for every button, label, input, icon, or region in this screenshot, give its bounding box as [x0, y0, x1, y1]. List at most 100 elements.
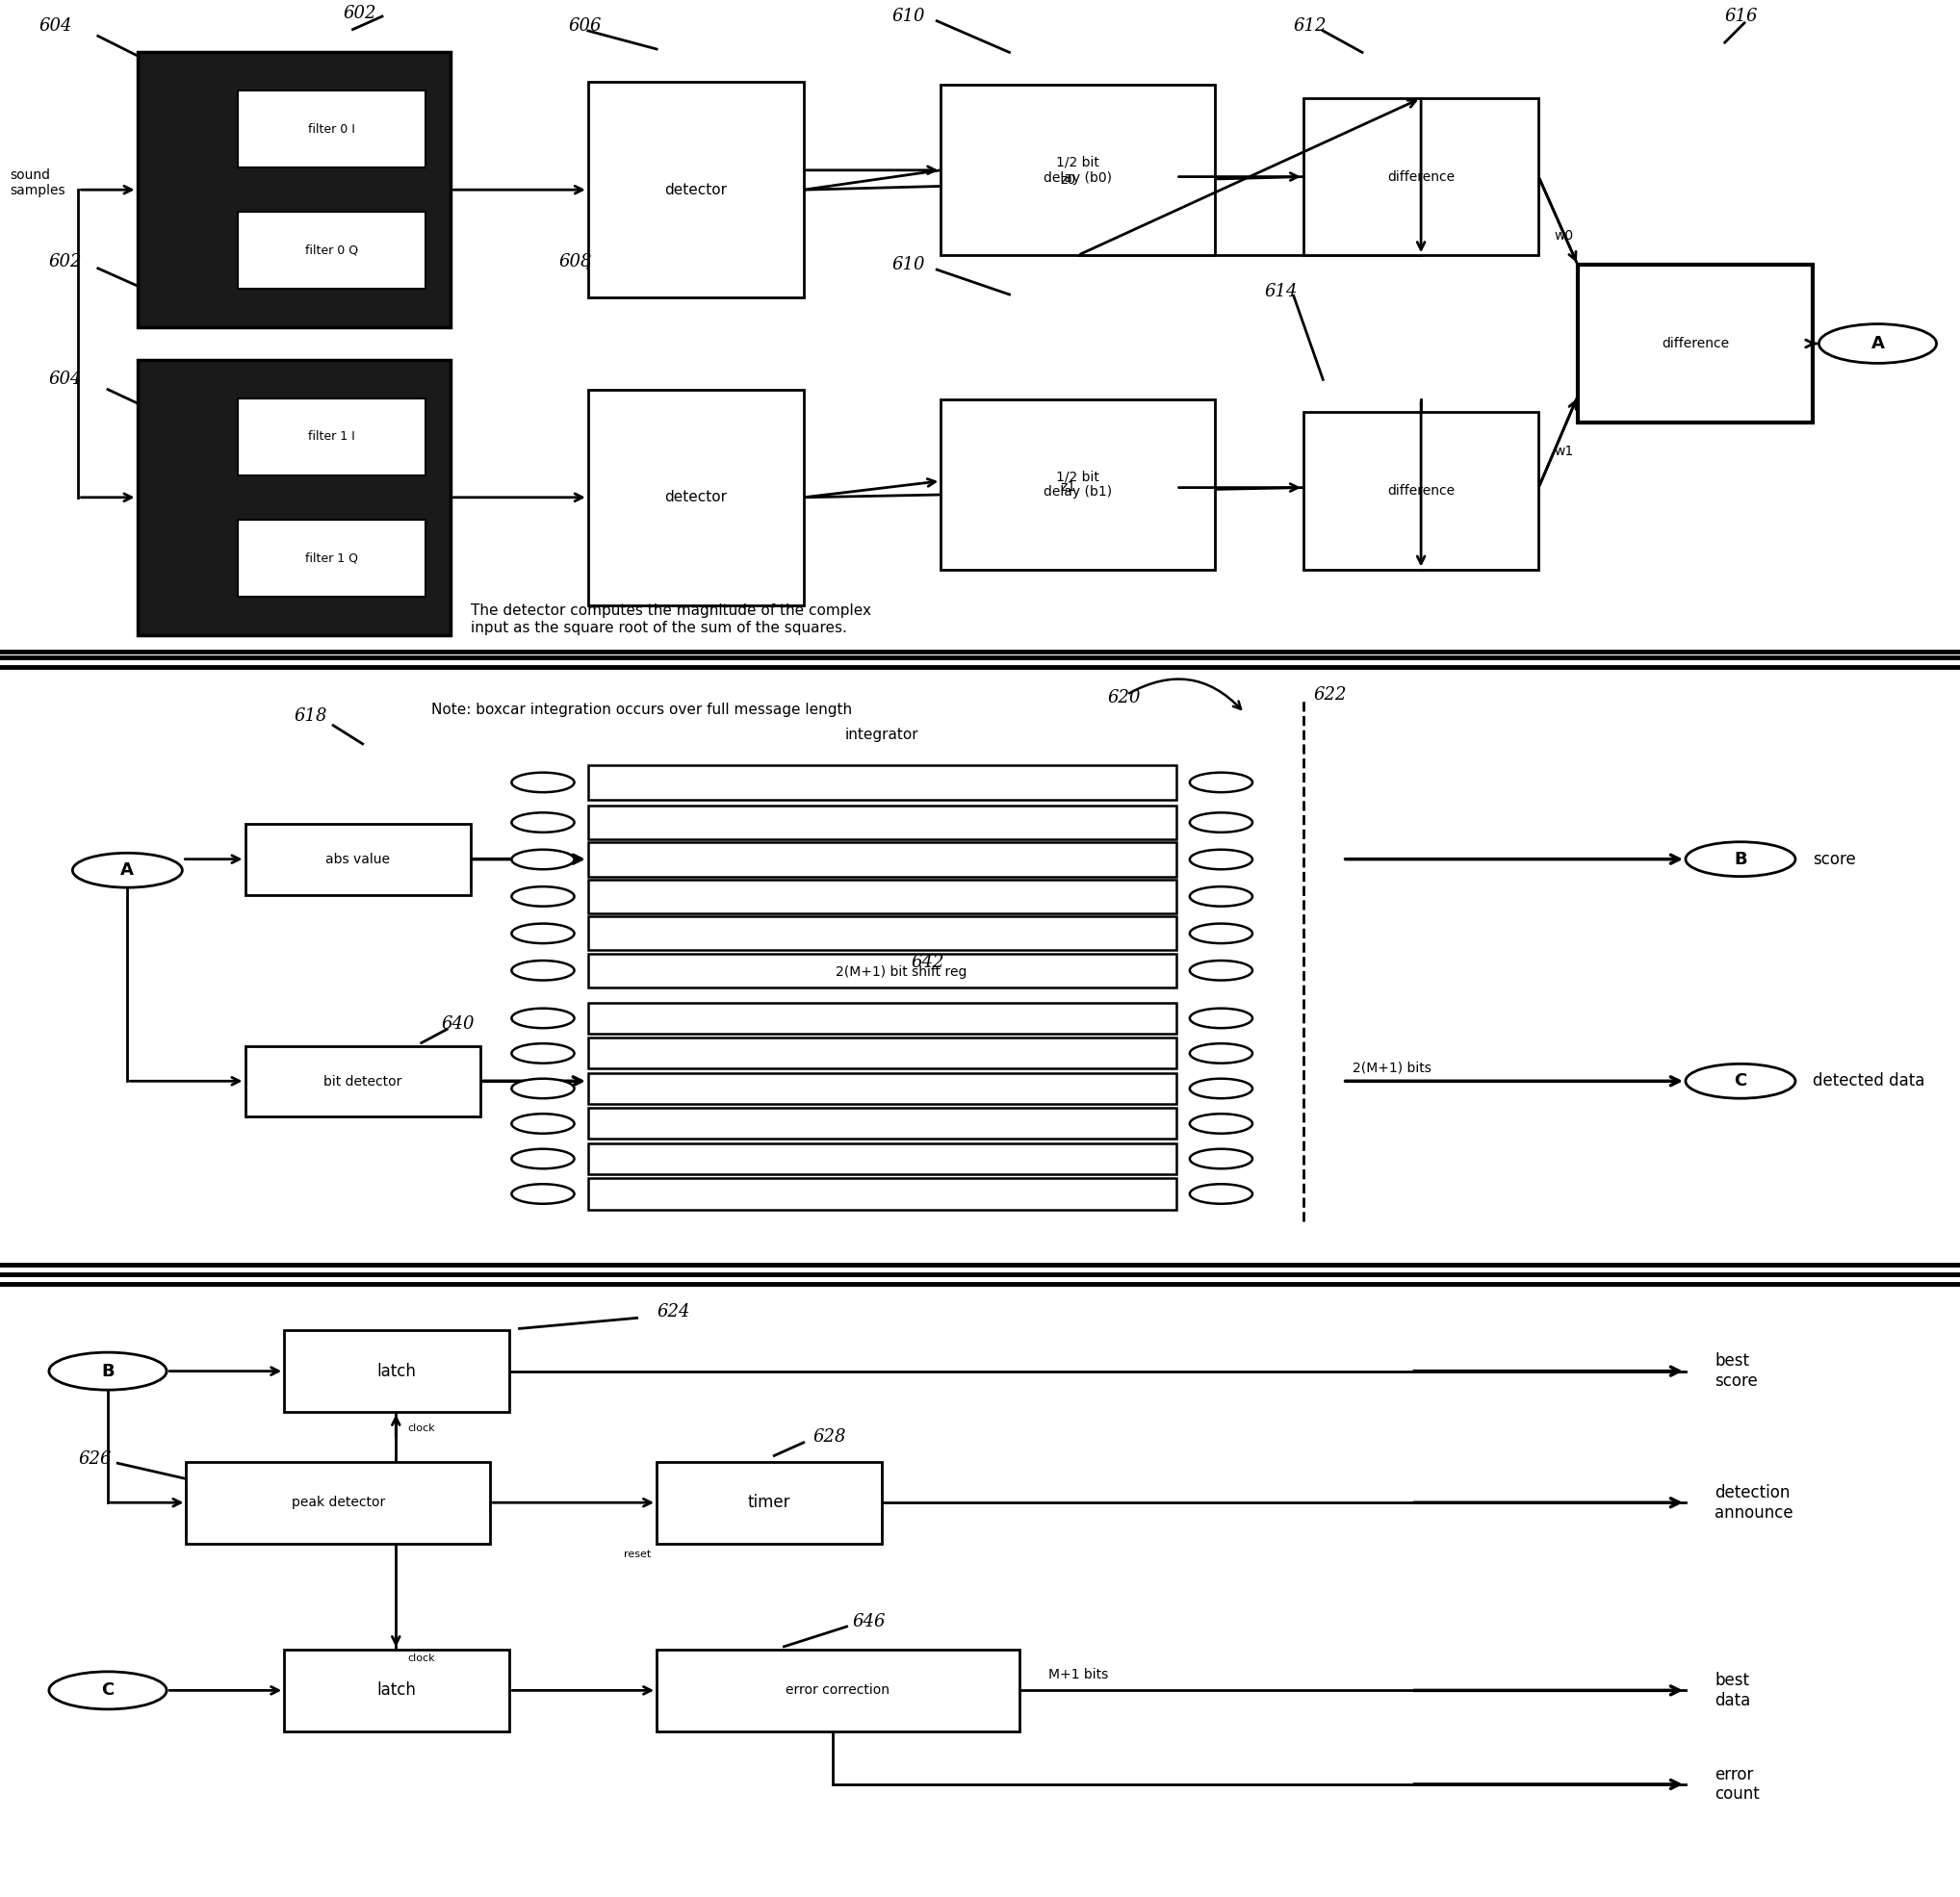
Text: error correction: error correction [786, 1685, 890, 1698]
Text: 646: 646 [853, 1612, 886, 1630]
Text: B: B [1735, 850, 1746, 867]
Bar [1303, 99, 1539, 256]
Bar [1303, 412, 1539, 569]
Bar [186, 1463, 490, 1544]
Text: w1: w1 [1554, 444, 1574, 459]
Text: best
data: best data [1715, 1671, 1750, 1709]
Text: filter 1 Q: filter 1 Q [306, 552, 359, 563]
Circle shape [1190, 772, 1252, 793]
Text: clock: clock [408, 1652, 435, 1662]
Text: 604: 604 [49, 372, 82, 389]
Bar [284, 1650, 510, 1732]
Text: error
count: error count [1715, 1766, 1760, 1802]
Bar [1578, 266, 1813, 423]
Bar [588, 1074, 1176, 1104]
Text: detected data: detected data [1813, 1072, 1925, 1089]
Text: 642: 642 [911, 954, 945, 971]
Circle shape [1190, 812, 1252, 833]
Circle shape [512, 886, 574, 907]
Text: sound
samples: sound samples [10, 169, 65, 197]
Text: 614: 614 [1264, 283, 1298, 300]
Circle shape [1190, 1079, 1252, 1098]
Circle shape [1190, 1114, 1252, 1134]
Bar [588, 82, 804, 298]
Text: timer: timer [749, 1495, 790, 1512]
Bar [245, 823, 470, 895]
Text: 624: 624 [657, 1303, 690, 1320]
Text: 2(M+1) bits: 2(M+1) bits [1352, 1060, 1431, 1074]
Text: The detector computes the magnitude of the complex
input as the square root of t: The detector computes the magnitude of t… [470, 603, 870, 635]
Circle shape [512, 960, 574, 981]
Circle shape [1190, 1150, 1252, 1169]
Text: detection
announce: detection announce [1715, 1483, 1793, 1521]
Bar [588, 1178, 1176, 1210]
Circle shape [512, 1150, 574, 1169]
Circle shape [512, 1114, 574, 1134]
Text: detector: detector [664, 489, 727, 505]
Bar [588, 880, 1176, 914]
Circle shape [1190, 1043, 1252, 1062]
Bar [941, 85, 1215, 256]
Text: A: A [1872, 336, 1884, 353]
Circle shape [49, 1353, 167, 1391]
Text: 606: 606 [568, 17, 602, 34]
Circle shape [1190, 1009, 1252, 1028]
Text: A: A [122, 861, 133, 878]
Circle shape [512, 1079, 574, 1098]
Text: bit detector: bit detector [323, 1076, 402, 1089]
Circle shape [1819, 324, 1936, 362]
Bar [237, 91, 425, 167]
Circle shape [1190, 924, 1252, 943]
Text: latch: latch [376, 1683, 417, 1700]
Text: 626: 626 [78, 1449, 112, 1468]
Bar [588, 764, 1176, 799]
Circle shape [512, 924, 574, 943]
Circle shape [512, 812, 574, 833]
Text: score: score [1813, 850, 1856, 867]
Circle shape [512, 1043, 574, 1062]
Bar [588, 842, 1176, 876]
Text: abs value: abs value [325, 854, 390, 867]
Text: w0: w0 [1554, 230, 1574, 243]
Text: z1: z1 [1060, 480, 1076, 493]
Text: 602: 602 [343, 4, 376, 21]
Bar [588, 806, 1176, 838]
Text: 610: 610 [892, 8, 925, 25]
Text: B: B [102, 1362, 114, 1379]
Text: difference: difference [1662, 338, 1729, 351]
Text: 628: 628 [813, 1428, 847, 1446]
Bar [588, 389, 804, 605]
Text: 640: 640 [441, 1015, 474, 1034]
Text: 604: 604 [39, 17, 73, 34]
Bar [237, 398, 425, 476]
Circle shape [49, 1671, 167, 1709]
Bar [284, 1330, 510, 1411]
Text: 1/2 bit
delay (b1): 1/2 bit delay (b1) [1045, 470, 1111, 499]
Circle shape [1190, 886, 1252, 907]
Text: detector: detector [664, 182, 727, 197]
Circle shape [512, 772, 574, 793]
Text: C: C [1735, 1072, 1746, 1089]
Text: reset: reset [623, 1550, 651, 1559]
Bar [237, 212, 425, 288]
Text: 602: 602 [49, 252, 82, 271]
Bar [237, 520, 425, 596]
Circle shape [1686, 1064, 1795, 1098]
Text: filter 0 Q: filter 0 Q [306, 245, 359, 256]
Text: M+1 bits: M+1 bits [1049, 1667, 1109, 1681]
Circle shape [1190, 960, 1252, 981]
Bar [657, 1463, 882, 1544]
Text: filter 1 I: filter 1 I [308, 431, 355, 444]
Circle shape [1190, 1184, 1252, 1205]
Circle shape [512, 1009, 574, 1028]
Text: integrator: integrator [845, 727, 919, 742]
Text: 610: 610 [892, 256, 925, 273]
Text: difference: difference [1388, 171, 1454, 184]
Text: 608: 608 [559, 252, 592, 271]
Bar [245, 1045, 480, 1117]
Circle shape [512, 1184, 574, 1205]
Text: 620: 620 [1107, 689, 1141, 706]
Text: 612: 612 [1294, 17, 1327, 34]
Text: 2(M+1) bit shift reg: 2(M+1) bit shift reg [837, 966, 966, 979]
Text: z0: z0 [1060, 173, 1076, 186]
